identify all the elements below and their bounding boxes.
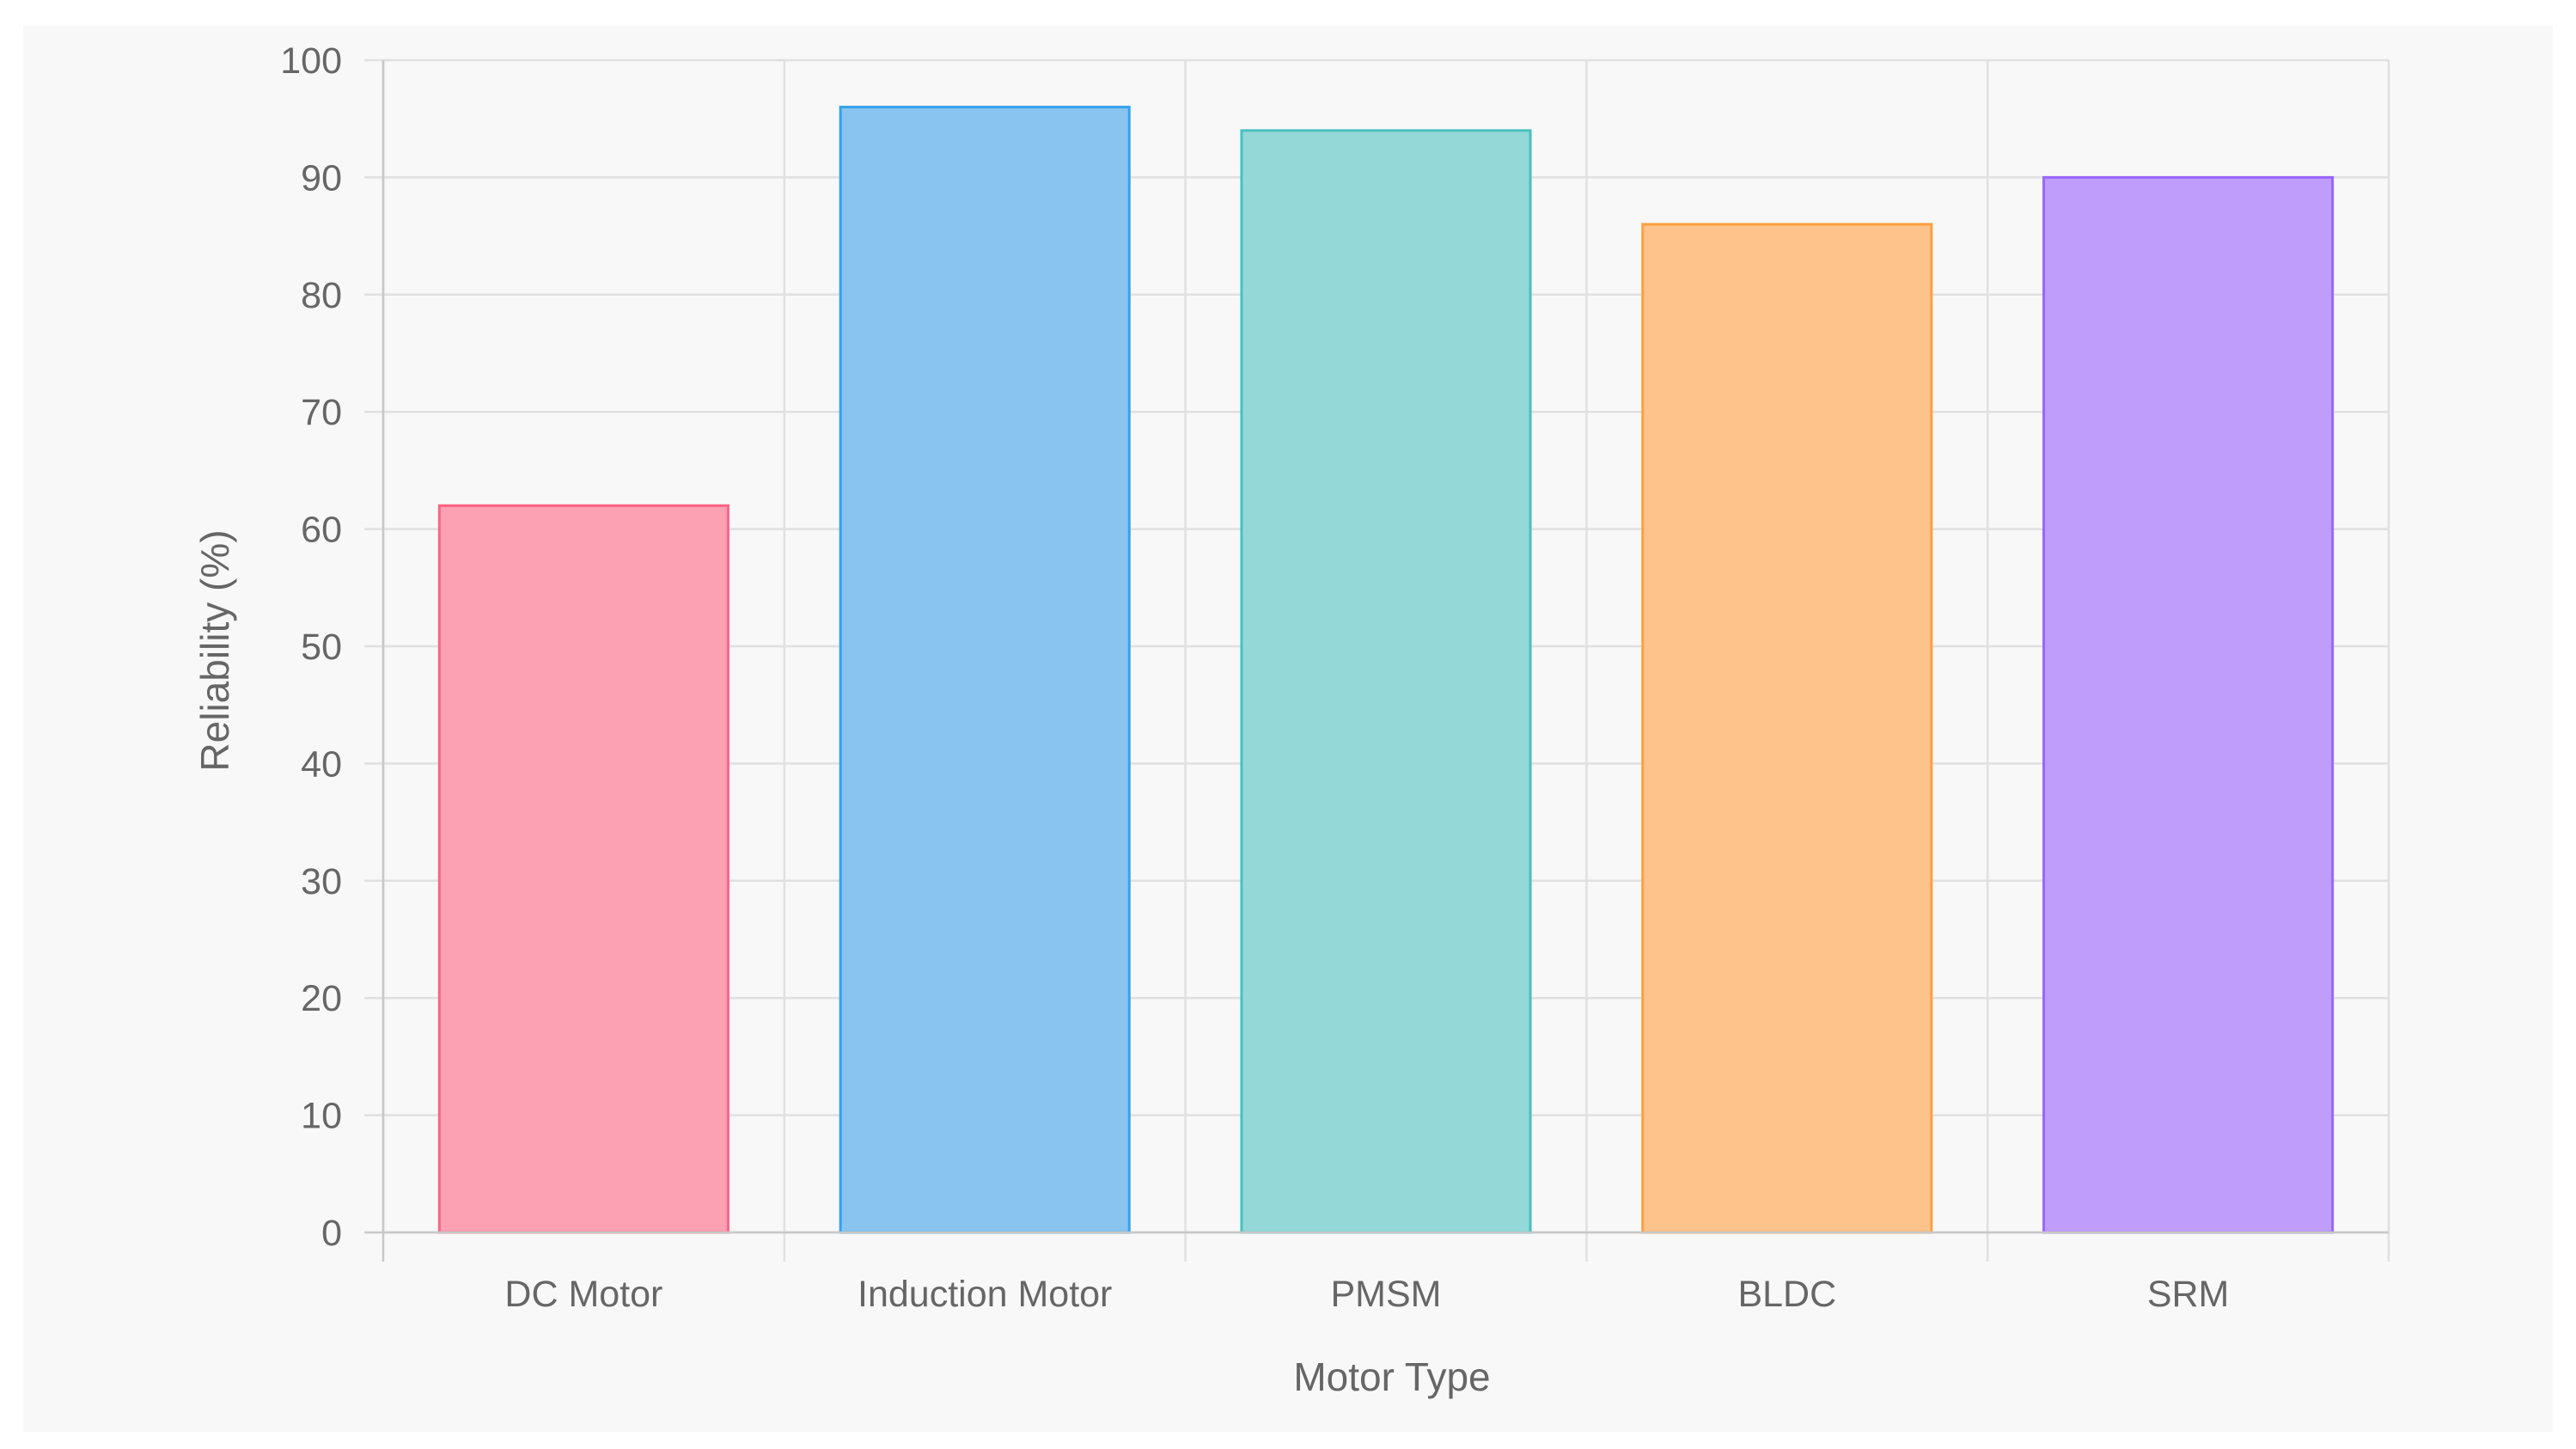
- x-tick-label: DC Motor: [504, 1274, 662, 1315]
- bar: [1240, 129, 1532, 1234]
- y-tick-label: 20: [301, 978, 342, 1019]
- bars: [437, 106, 2335, 1234]
- y-tick-label: 10: [301, 1096, 342, 1137]
- y-tick-label: 50: [301, 627, 342, 668]
- y-tick-label: 60: [301, 510, 342, 551]
- y-tick-label: 30: [301, 861, 342, 902]
- x-axis-title: Motor Type: [1293, 1354, 1490, 1399]
- y-tick-label: 0: [321, 1213, 342, 1254]
- x-tick-label: PMSM: [1331, 1274, 1442, 1315]
- tick-labels: 0 10 20 30 40 50 60 70 80 90 100 DC Motor Induction …: [280, 40, 2229, 1315]
- y-axis-title: Reliability (%): [192, 529, 237, 771]
- x-tick-label: SRM: [2147, 1274, 2230, 1315]
- bar: [839, 106, 1131, 1234]
- y-tick-label: 70: [301, 392, 342, 433]
- bar: [437, 504, 729, 1234]
- y-tick-label: 100: [280, 40, 342, 82]
- axes: [382, 60, 2389, 1234]
- y-tick-label: 40: [301, 743, 342, 785]
- y-tick-label: 90: [301, 157, 342, 199]
- y-tick-label: 80: [301, 275, 342, 316]
- bar: [1641, 223, 1933, 1234]
- x-tick-label: BLDC: [1737, 1274, 1836, 1315]
- x-tick-label: Induction Motor: [858, 1274, 1112, 1315]
- bar: [2042, 175, 2335, 1234]
